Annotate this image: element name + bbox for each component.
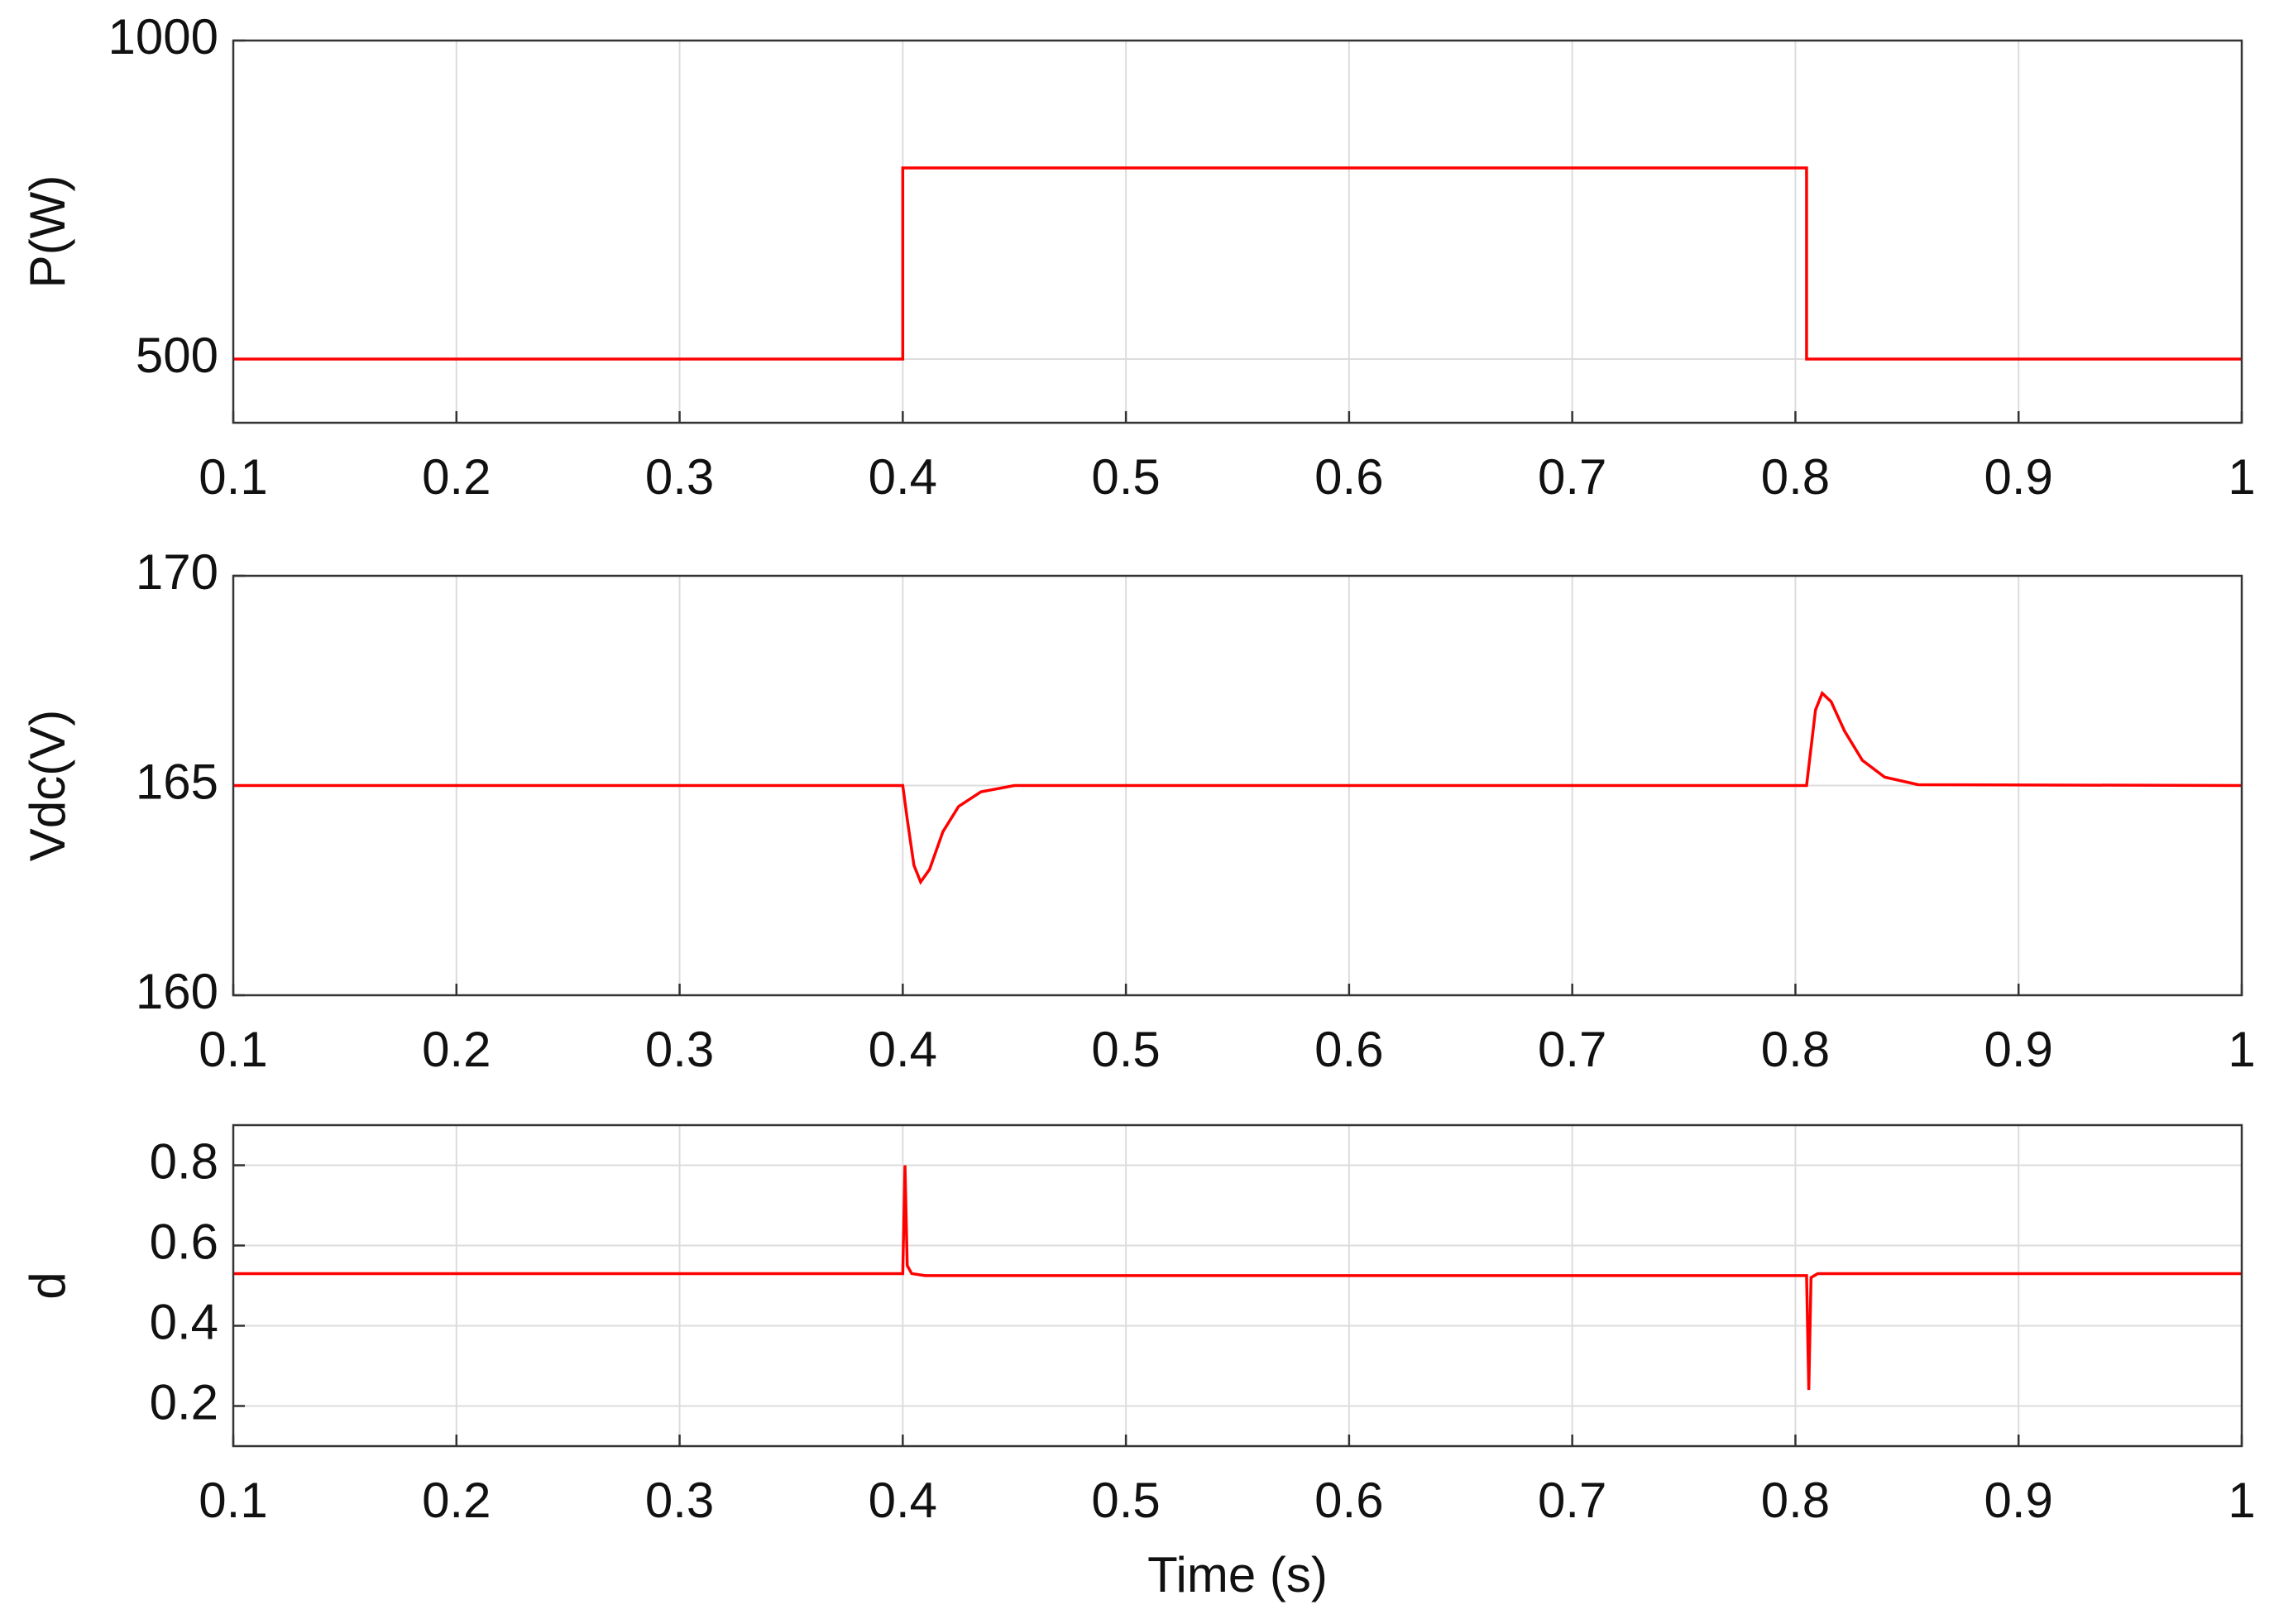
x-tick-label: 0.4 bbox=[869, 449, 937, 505]
y-tick-label: 0.4 bbox=[150, 1294, 218, 1349]
x-tick-label: 0.2 bbox=[422, 1022, 491, 1077]
data-line bbox=[233, 1165, 2242, 1391]
y-tick-label: 0.8 bbox=[150, 1133, 218, 1189]
plot-frame bbox=[232, 574, 2243, 997]
y-axis-label: d bbox=[20, 1272, 75, 1299]
x-tick-label: 1 bbox=[2228, 1473, 2255, 1528]
x-tick-label: 0.8 bbox=[1761, 449, 1830, 505]
x-tick-label: 0.6 bbox=[1314, 449, 1383, 505]
x-tick-label: 0.9 bbox=[1984, 1022, 2053, 1077]
x-tick-label: 0.9 bbox=[1984, 449, 2053, 505]
x-tick-label: 0.2 bbox=[422, 449, 491, 505]
y-axis-label: Vdc(V) bbox=[20, 710, 75, 861]
x-tick-label: 0.1 bbox=[199, 449, 267, 505]
x-tick-label: 0.4 bbox=[869, 1022, 937, 1077]
x-tick-label: 0.5 bbox=[1091, 1473, 1160, 1528]
y-tick-label: 500 bbox=[136, 328, 218, 383]
data-line bbox=[233, 166, 2242, 361]
x-tick-label: 0.6 bbox=[1314, 1473, 1383, 1528]
x-tick-label: 0.3 bbox=[645, 1473, 714, 1528]
x-tick-label: 0.8 bbox=[1761, 1022, 1830, 1077]
x-tick-label: 0.1 bbox=[199, 1022, 267, 1077]
x-tick-label: 0.4 bbox=[869, 1473, 937, 1528]
y-tick-label: 160 bbox=[136, 964, 218, 1019]
data-line bbox=[233, 690, 2243, 885]
x-tick-label: 0.7 bbox=[1538, 1022, 1606, 1077]
plot-frame bbox=[232, 1123, 2243, 1448]
y-axis-label: P(W) bbox=[20, 175, 75, 289]
x-tick-label: 0.1 bbox=[199, 1473, 267, 1528]
x-tick-label: 0.3 bbox=[645, 449, 714, 505]
x-tick-label: 0.5 bbox=[1091, 1022, 1160, 1077]
x-tick-label: 0.7 bbox=[1538, 449, 1606, 505]
x-tick-label: 1 bbox=[2228, 449, 2255, 505]
x-tick-label: 0.6 bbox=[1314, 1022, 1383, 1077]
plot-frame bbox=[232, 39, 2243, 424]
y-tick-label: 0.6 bbox=[150, 1214, 218, 1269]
x-tick-label: 0.8 bbox=[1761, 1473, 1830, 1528]
x-tick-label: 0.9 bbox=[1984, 1473, 2053, 1528]
plot-area bbox=[233, 41, 2242, 423]
x-tick-label: 0.3 bbox=[645, 1022, 714, 1077]
y-tick-label: 0.2 bbox=[150, 1374, 218, 1430]
x-tick-label: 0.2 bbox=[422, 1473, 491, 1528]
y-tick-label: 170 bbox=[136, 544, 218, 600]
x-tick-label: 1 bbox=[2228, 1022, 2255, 1077]
x-tick-label: 0.7 bbox=[1538, 1473, 1606, 1528]
y-tick-label: 1000 bbox=[108, 9, 218, 65]
x-axis-label: Time (s) bbox=[1147, 1547, 1328, 1602]
x-tick-label: 0.5 bbox=[1091, 449, 1160, 505]
plot-area bbox=[233, 1125, 2242, 1446]
y-tick-label: 165 bbox=[136, 754, 218, 809]
